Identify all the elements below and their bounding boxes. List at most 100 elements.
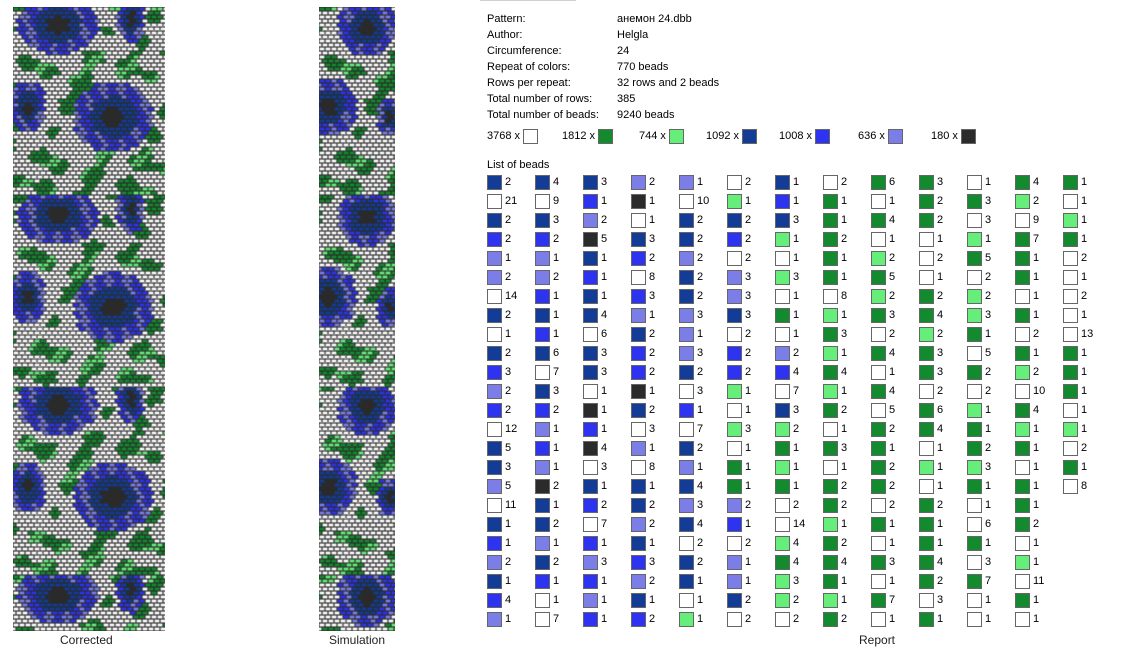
bead-entry: 3 [919, 364, 943, 380]
bead-count: 2 [985, 385, 992, 397]
bead-swatch [679, 326, 694, 342]
bead-entry: 5 [967, 345, 991, 361]
bead-entry: 1 [535, 459, 559, 475]
bead-swatch [487, 250, 502, 266]
bead-count: 1 [1081, 385, 1088, 397]
bead-entry: 2 [775, 611, 799, 627]
bead-entry: 3 [727, 269, 751, 285]
bead-swatch [967, 611, 982, 627]
bead-swatch [727, 193, 742, 209]
bead-count: 4 [553, 176, 560, 188]
bead-entry: 1 [967, 231, 991, 247]
bead-entry: 5 [487, 440, 511, 456]
bead-count: 2 [649, 404, 656, 416]
bead-count: 1 [745, 480, 752, 492]
bead-entry: 2 [487, 212, 511, 228]
bead-count: 1 [793, 442, 800, 454]
bead-swatch [727, 288, 742, 304]
bead-count: 3 [793, 404, 800, 416]
bead-entry: 2 [967, 288, 991, 304]
bead-swatch [1015, 269, 1030, 285]
bead-entry: 14 [775, 516, 805, 532]
bead-swatch [583, 364, 598, 380]
bead-count: 1 [601, 423, 608, 435]
bead-entry: 2 [967, 383, 991, 399]
bead-swatch [775, 345, 790, 361]
bead-entry: 2 [823, 497, 847, 513]
bead-swatch [727, 478, 742, 494]
bead-entry: 1 [679, 174, 703, 190]
bead-entry: 2 [775, 497, 799, 513]
bead-swatch [775, 478, 790, 494]
bead-swatch [967, 497, 982, 513]
bead-count: 1 [841, 252, 848, 264]
bead-entry: 7 [871, 592, 895, 608]
bead-count: 2 [697, 290, 704, 302]
bead-entry: 2 [919, 212, 943, 228]
bead-count: 1 [1081, 347, 1088, 359]
bead-swatch [727, 269, 742, 285]
bead-count: 1 [1033, 309, 1040, 321]
bead-entry: 2 [967, 364, 991, 380]
bead-entry: 3 [823, 326, 847, 342]
bead-entry: 3 [919, 345, 943, 361]
color-count-item: 1092 x [706, 126, 758, 146]
bead-swatch [487, 174, 502, 190]
bead-entry: 3 [967, 212, 991, 228]
bead-count: 3 [553, 214, 560, 226]
bead-entry: 1 [1015, 307, 1039, 323]
bead-entry: 1 [1015, 554, 1039, 570]
bead-swatch [583, 440, 598, 456]
bead-entry: 1 [631, 592, 655, 608]
bead-entry: 1 [1015, 345, 1039, 361]
bead-count: 2 [793, 499, 800, 511]
bead-count: 2 [985, 442, 992, 454]
bead-swatch [583, 459, 598, 475]
bead-swatch [823, 516, 838, 532]
bead-count: 1 [601, 613, 608, 625]
bead-entry: 1 [487, 611, 511, 627]
bead-count: 13 [1081, 328, 1094, 340]
bead-entry: 2 [727, 231, 751, 247]
simulation-pattern-view[interactable] [319, 7, 395, 631]
corrected-pattern-view[interactable] [13, 7, 165, 631]
bead-swatch [919, 364, 934, 380]
bead-count: 1 [1033, 613, 1040, 625]
bead-entry: 9 [535, 193, 559, 209]
bead-swatch [775, 421, 790, 437]
bead-entry: 1 [583, 592, 607, 608]
bead-swatch [823, 269, 838, 285]
bead-count: 5 [889, 271, 896, 283]
bead-entry: 2 [679, 364, 703, 380]
bead-swatch [919, 288, 934, 304]
bead-swatch [487, 516, 502, 532]
bead-count: 6 [553, 347, 560, 359]
bead-count: 2 [841, 499, 848, 511]
bead-swatch [679, 193, 694, 209]
bead-entry: 14 [487, 288, 517, 304]
bead-entry: 2 [679, 554, 703, 570]
bead-entry: 2 [967, 269, 991, 285]
bead-swatch [967, 383, 982, 399]
bead-entry: 2 [919, 383, 943, 399]
bead-entry: 1 [1063, 269, 1087, 285]
bead-entry: 1 [919, 611, 943, 627]
bead-count: 2 [697, 556, 704, 568]
bead-count: 4 [793, 366, 800, 378]
bead-entry: 1 [919, 535, 943, 551]
bead-count: 1 [553, 252, 560, 264]
bead-swatch [679, 573, 694, 589]
bead-count: 2 [697, 214, 704, 226]
bead-entry: 2 [919, 250, 943, 266]
bead-entry: 1 [1015, 250, 1039, 266]
bead-count: 1 [937, 613, 944, 625]
bead-count: 1 [601, 252, 608, 264]
color-count-text: 636 x [858, 130, 885, 142]
bead-entry: 2 [1015, 516, 1039, 532]
bead-swatch [775, 288, 790, 304]
bead-swatch [535, 535, 550, 551]
bead-count: 2 [649, 176, 656, 188]
bead-entry: 1 [679, 402, 703, 418]
bead-swatch [919, 269, 934, 285]
bead-swatch [823, 554, 838, 570]
